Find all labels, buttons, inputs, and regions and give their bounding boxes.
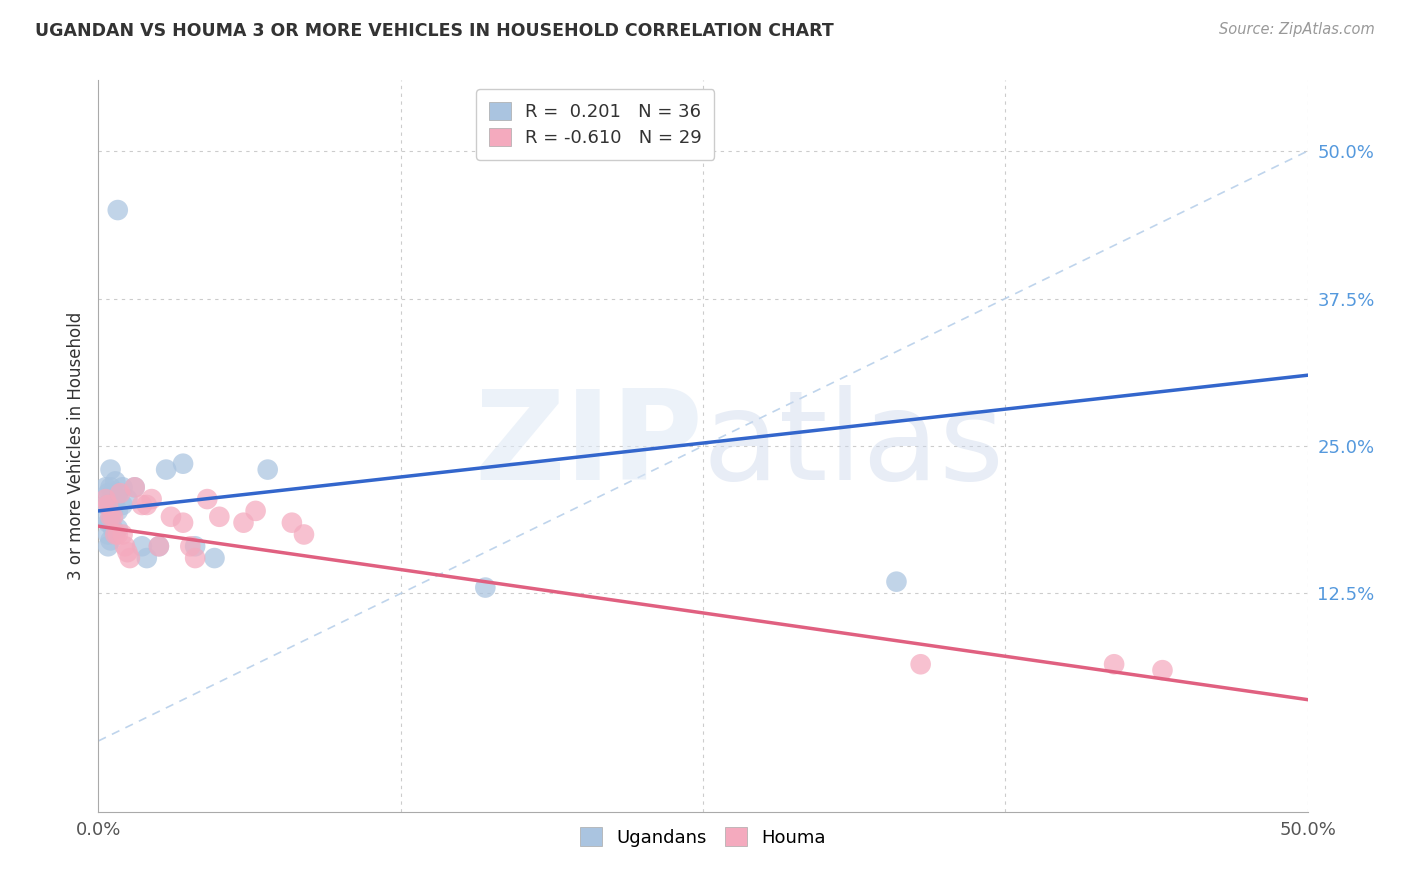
Point bbox=[117, 492, 139, 507]
Point bbox=[97, 498, 120, 512]
Point bbox=[204, 551, 226, 566]
Point bbox=[474, 581, 496, 595]
Point bbox=[1152, 663, 1174, 677]
Point bbox=[97, 486, 120, 500]
Point bbox=[148, 539, 170, 553]
Point bbox=[100, 509, 122, 524]
Point bbox=[1102, 657, 1125, 672]
Point bbox=[124, 480, 146, 494]
Point bbox=[97, 527, 120, 541]
Point bbox=[118, 551, 141, 566]
Point bbox=[94, 480, 117, 494]
Point bbox=[114, 539, 136, 553]
Point bbox=[107, 527, 129, 541]
Point bbox=[107, 486, 129, 500]
Point bbox=[100, 462, 122, 476]
Point bbox=[104, 492, 127, 507]
Point bbox=[886, 574, 908, 589]
Point bbox=[179, 539, 201, 553]
Point bbox=[101, 504, 124, 518]
Point bbox=[135, 498, 157, 512]
Point bbox=[101, 509, 124, 524]
Point bbox=[104, 475, 127, 489]
Point bbox=[910, 657, 932, 672]
Point bbox=[131, 498, 153, 512]
Point bbox=[97, 539, 120, 553]
Point bbox=[208, 509, 231, 524]
Point bbox=[172, 457, 194, 471]
Point bbox=[100, 533, 122, 548]
Point bbox=[100, 498, 122, 512]
Point bbox=[101, 522, 124, 536]
Point bbox=[100, 516, 122, 530]
Point bbox=[148, 539, 170, 553]
Legend: Ugandans, Houma: Ugandans, Houma bbox=[574, 820, 832, 854]
Point bbox=[107, 504, 129, 518]
Point bbox=[117, 545, 139, 559]
Text: Source: ZipAtlas.com: Source: ZipAtlas.com bbox=[1219, 22, 1375, 37]
Point bbox=[124, 480, 146, 494]
Point bbox=[172, 516, 194, 530]
Point bbox=[94, 492, 117, 507]
Point bbox=[111, 498, 134, 512]
Point bbox=[155, 462, 177, 476]
Point bbox=[94, 498, 117, 512]
Point bbox=[184, 539, 207, 553]
Point bbox=[160, 509, 183, 524]
Point bbox=[184, 551, 207, 566]
Point bbox=[111, 527, 134, 541]
Point bbox=[97, 498, 120, 512]
Point bbox=[104, 527, 127, 541]
Point bbox=[232, 516, 254, 530]
Point bbox=[141, 492, 163, 507]
Point bbox=[108, 486, 131, 500]
Point bbox=[107, 202, 129, 217]
Point bbox=[135, 551, 157, 566]
Text: UGANDAN VS HOUMA 3 OR MORE VEHICLES IN HOUSEHOLD CORRELATION CHART: UGANDAN VS HOUMA 3 OR MORE VEHICLES IN H… bbox=[35, 22, 834, 40]
Text: atlas: atlas bbox=[703, 385, 1005, 507]
Point bbox=[101, 486, 124, 500]
Point bbox=[94, 509, 117, 524]
Point bbox=[256, 462, 278, 476]
Point bbox=[195, 492, 218, 507]
Point bbox=[292, 527, 315, 541]
Point bbox=[97, 516, 120, 530]
Point bbox=[281, 516, 304, 530]
Y-axis label: 3 or more Vehicles in Household: 3 or more Vehicles in Household bbox=[66, 312, 84, 580]
Point bbox=[100, 480, 122, 494]
Point bbox=[131, 539, 153, 553]
Text: ZIP: ZIP bbox=[474, 385, 703, 507]
Point bbox=[245, 504, 267, 518]
Point bbox=[107, 522, 129, 536]
Point bbox=[111, 480, 134, 494]
